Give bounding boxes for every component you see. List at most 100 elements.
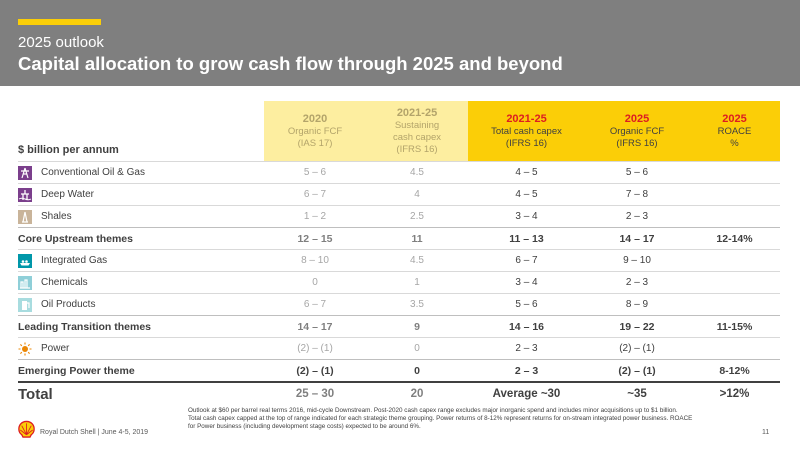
table-cell: 5 – 6 <box>515 299 538 310</box>
table-cell: Average ~30 <box>492 388 561 400</box>
table-row: Shales 1 – 2 2.5 3 – 4 2 – 3 <box>18 205 780 227</box>
table-cell: 1 – 2 <box>303 211 327 222</box>
fuel-pump-icon <box>18 297 32 312</box>
row-label: Conventional Oil & Gas <box>41 167 145 178</box>
page-number: 11 <box>762 429 770 436</box>
row-label: Deep Water <box>41 189 94 200</box>
table-cell: (2) – (1) <box>619 343 655 354</box>
table-cell <box>689 184 780 205</box>
table-cell: 19 – 22 <box>619 320 655 333</box>
table-cell: 2 – 3 <box>625 211 649 222</box>
table-cell: 0 <box>414 364 420 377</box>
table-cell: 8 – 9 <box>625 299 649 310</box>
row-label: Leading Transition themes <box>18 320 152 333</box>
col-header-2020-organic-fcf: 2020 Organic FCF (IAS 17) <box>264 101 366 161</box>
table-cell: 4.5 <box>410 255 424 266</box>
footer-text: Royal Dutch Shell | June 4-5, 2019 <box>40 429 149 436</box>
table-cell: 14 – 17 <box>297 320 333 333</box>
table-cell: 14 – 17 <box>619 232 655 245</box>
table-cell: 20 <box>410 388 424 400</box>
table-row-total: Total 25 – 30 20 Average ~30 ~35 >12% <box>18 381 780 405</box>
shell-logo-icon <box>18 420 35 438</box>
table-row-subtotal: Emerging Power theme (2) – (1) 0 2 – 3 (… <box>18 359 780 381</box>
table-cell: 9 <box>414 320 420 333</box>
table-cell: 3.5 <box>410 299 424 310</box>
table-cell <box>689 250 780 271</box>
table-cell: (2) – (1) <box>618 364 656 377</box>
table-cell: 9 – 10 <box>623 255 651 266</box>
table-cell: 2 – 3 <box>515 343 538 354</box>
table-cell: (2) – (1) <box>296 364 334 377</box>
table-header-row: $ billion per annum 2020 Organic FCF (IA… <box>18 101 780 161</box>
row-label: Integrated Gas <box>41 255 108 266</box>
table-cell: 6 – 7 <box>515 255 538 266</box>
table-cell: 1 <box>414 277 420 288</box>
table-cell: 8-12% <box>719 364 750 377</box>
table-cell: 14 – 16 <box>508 320 545 333</box>
table-cell <box>689 294 780 315</box>
table-cell: 5 – 6 <box>625 167 649 178</box>
table-cell: 25 – 30 <box>295 388 335 400</box>
table-cell: 0 <box>312 277 318 288</box>
capital-allocation-table: $ billion per annum 2020 Organic FCF (IA… <box>18 101 780 405</box>
footnote: Outlook at $60 per barrel real terms 201… <box>188 407 693 431</box>
row-label: Emerging Power theme <box>18 364 135 377</box>
deep-water-platform-icon <box>18 187 32 202</box>
chemicals-plant-icon <box>18 275 32 290</box>
row-label: Chemicals <box>41 277 88 288</box>
row-label: Oil Products <box>41 299 96 310</box>
col-header-2025-organic-fcf: 2025 Organic FCF (IFRS 16) <box>585 101 689 161</box>
table-cell: ~35 <box>627 388 647 400</box>
table-cell: 2 – 3 <box>514 364 539 377</box>
table-cell: 2 – 3 <box>625 277 649 288</box>
table-cell: 4 – 5 <box>515 189 538 200</box>
table-cell: 4.5 <box>410 167 424 178</box>
table-cell: >12% <box>719 388 750 400</box>
row-label: Power <box>41 343 70 354</box>
title-bar: 2025 outlook Capital allocation to grow … <box>0 0 800 86</box>
table-row: Chemicals 0 1 3 – 4 2 – 3 <box>18 271 780 293</box>
table-row: Deep Water 6 – 7 4 4 – 5 7 – 8 <box>18 183 780 205</box>
table-row: Conventional Oil & Gas 5 – 6 4.5 4 – 5 5… <box>18 161 780 183</box>
col-header-total-capex: 2021-25 Total cash capex (IFRS 16) <box>468 101 585 161</box>
table-cell: 5 – 6 <box>303 167 327 178</box>
table-row-subtotal: Core Upstream themes 12 – 15 11 11 – 13 … <box>18 227 780 249</box>
table-cell: 3 – 4 <box>515 211 538 222</box>
table-cell: 11 – 13 <box>509 232 544 245</box>
sun-icon <box>18 341 32 356</box>
table-cell: 7 – 8 <box>625 189 649 200</box>
table-cell: 12-14% <box>716 232 753 245</box>
col-header-2025-roace: 2025 ROACE % <box>689 101 780 161</box>
table-cell: 11-15% <box>716 320 753 333</box>
table-cell <box>689 338 780 359</box>
table-cell <box>689 162 780 183</box>
page-subtitle: 2025 outlook <box>18 34 104 51</box>
table-cell: 4 – 5 <box>515 167 538 178</box>
table-cell <box>689 206 780 227</box>
table-cell: (2) – (1) <box>297 343 333 354</box>
unit-label: $ billion per annum <box>18 144 119 156</box>
accent-bar <box>18 19 101 25</box>
table-row-subtotal: Leading Transition themes 14 – 17 9 14 –… <box>18 315 780 337</box>
table-cell: 0 <box>414 343 420 354</box>
table-cell: 2.5 <box>410 211 424 222</box>
row-label: Shales <box>41 211 72 222</box>
page-title: Capital allocation to grow cash flow thr… <box>18 53 563 74</box>
table-cell: 6 – 7 <box>303 299 327 310</box>
oil-rig-icon <box>18 165 32 180</box>
table-cell: 6 – 7 <box>303 189 327 200</box>
table-cell: 11 <box>411 232 423 245</box>
shale-rig-icon <box>18 209 32 224</box>
table-cell <box>689 272 780 293</box>
table-row: Integrated Gas 8 – 10 4.5 6 – 7 9 – 10 <box>18 249 780 271</box>
table-cell: 8 – 10 <box>301 255 329 266</box>
row-label: Total <box>18 385 53 403</box>
row-label: Core Upstream themes <box>18 232 133 245</box>
table-cell: 3 – 4 <box>515 277 538 288</box>
table-row: Power (2) – (1) 0 2 – 3 (2) – (1) <box>18 337 780 359</box>
lng-ship-icon <box>18 253 32 268</box>
table-cell: 12 – 15 <box>297 232 333 245</box>
table-row: Oil Products 6 – 7 3.5 5 – 6 8 – 9 <box>18 293 780 315</box>
col-header-sustaining-capex: 2021-25 Sustaining cash capex (IFRS 16) <box>366 101 468 161</box>
table-cell: 4 <box>414 189 420 200</box>
